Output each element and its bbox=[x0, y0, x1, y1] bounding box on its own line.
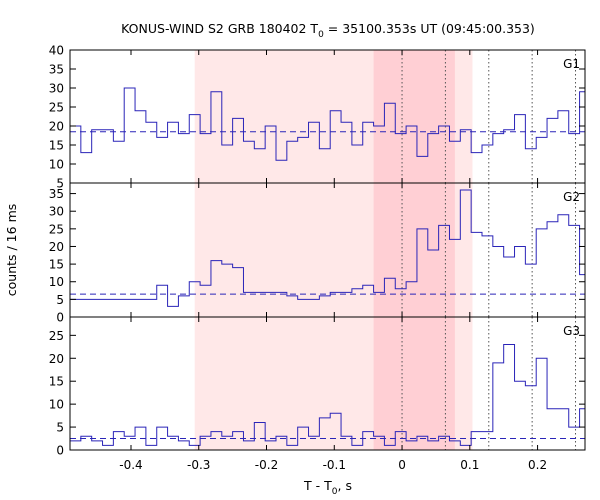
y-tick-label: 10 bbox=[49, 398, 64, 412]
y-axis-title: counts / 16 ms bbox=[4, 204, 19, 297]
y-tick-label: 35 bbox=[49, 63, 64, 77]
counts-series-g1 bbox=[70, 87, 585, 161]
panel-label: G1 bbox=[563, 57, 580, 71]
y-tick-label: 0 bbox=[56, 444, 64, 458]
x-tick-label: 0.2 bbox=[528, 458, 547, 472]
shaded-interval-dark bbox=[373, 183, 455, 317]
y-tick-label: 25 bbox=[49, 222, 64, 236]
shaded-interval-dark bbox=[373, 50, 455, 183]
panel-g3: 0 5 10 15 20 25 G3 bbox=[49, 316, 586, 458]
y-tick-label: 0 bbox=[56, 311, 64, 325]
y-tick-label: 5 bbox=[56, 421, 64, 435]
y-tick-label: 10 bbox=[49, 158, 64, 172]
x-tick-label: 0 bbox=[398, 458, 406, 472]
counts-series-g2 bbox=[70, 189, 585, 307]
y-tick-label: 5 bbox=[56, 177, 64, 191]
y-tick-label: 25 bbox=[49, 101, 64, 115]
shaded-interval-dark bbox=[373, 317, 455, 450]
y-tick-label: 15 bbox=[49, 139, 64, 153]
y-tick-label: 20 bbox=[49, 120, 64, 134]
x-tick-label: -0.1 bbox=[323, 458, 346, 472]
x-axis-title: T - T0, s bbox=[303, 478, 352, 497]
y-tick-label: 20 bbox=[49, 240, 64, 254]
panel-frame bbox=[69, 316, 586, 451]
counts-series-g3 bbox=[70, 344, 585, 446]
y-tick-label: 5 bbox=[56, 293, 64, 307]
chart-title: KONUS-WIND S2 GRB 180402 T0 = 35100.353s… bbox=[121, 21, 535, 40]
y-tick-label: 35 bbox=[49, 187, 64, 201]
y-tick-label: 20 bbox=[49, 352, 64, 366]
x-tick-label: -0.4 bbox=[119, 458, 142, 472]
panel-g2: 0 5 10 15 20 25 30 35 G2 bbox=[49, 182, 586, 325]
y-tick-label: 40 bbox=[49, 44, 64, 58]
y-tick-label: 25 bbox=[49, 329, 64, 343]
y-tick-label: 15 bbox=[49, 258, 64, 272]
x-tick-label: -0.2 bbox=[255, 458, 278, 472]
panels-layer: 5 10 15 20 25 30 35 40 G1 0 5 10 15 20 25 30 35 G2 0 5 10 15 2… bbox=[49, 44, 586, 472]
y-tick-label: 30 bbox=[49, 82, 64, 96]
panel-g1: 5 10 15 20 25 30 35 40 G1 bbox=[49, 44, 586, 191]
panel-label: G3 bbox=[563, 324, 580, 338]
x-tick-label: 0.1 bbox=[460, 458, 479, 472]
x-tick-label: -0.3 bbox=[187, 458, 210, 472]
y-tick-label: 10 bbox=[49, 275, 64, 289]
y-tick-label: 30 bbox=[49, 205, 64, 219]
panel-label: G2 bbox=[563, 190, 580, 204]
y-tick-label: 15 bbox=[49, 375, 64, 389]
